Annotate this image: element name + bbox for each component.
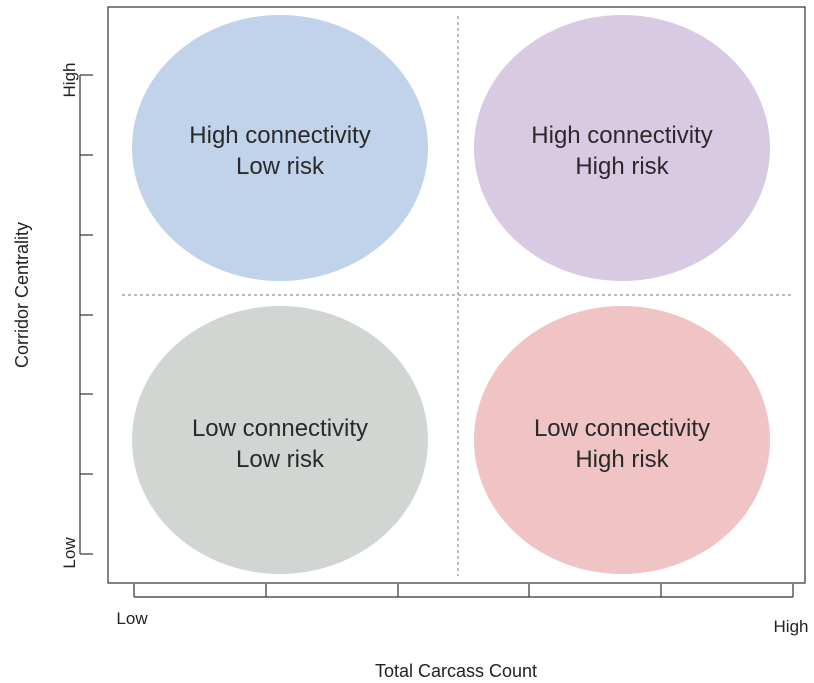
quadrant-top-left-line1: High connectivity	[189, 122, 370, 149]
quadrant-top-right-line1: High connectivity	[531, 122, 712, 149]
quadrant-top-right-ellipse	[474, 15, 770, 281]
y-axis-low-label: Low	[60, 537, 79, 569]
plot-frame	[107, 6, 806, 584]
y-axis	[79, 74, 93, 555]
y-axis-title: Corridor Centrality	[12, 222, 32, 368]
x-axis-low-label: Low	[116, 609, 148, 628]
quadrant-bottom-left-line1: Low connectivity	[192, 415, 368, 442]
x-axis	[133, 584, 794, 598]
quadrant-top-left-ellipse	[132, 15, 428, 281]
quadrant-bottom-right-line2: High risk	[575, 446, 669, 473]
quadrant-bottom-left-ellipse	[132, 306, 428, 574]
x-axis-high-label: High	[774, 617, 809, 636]
quadrant-top-right-line2: High risk	[575, 153, 669, 180]
x-axis-title: Total Carcass Count	[375, 661, 537, 681]
quadrant-bottom-right-line1: Low connectivity	[534, 415, 710, 442]
quadrant-top-left-line2: Low risk	[236, 153, 325, 180]
quadrant-bottom-left-line2: Low risk	[236, 446, 325, 473]
quadrant-bottom-right-ellipse	[474, 306, 770, 574]
y-axis-high-label: High	[60, 63, 79, 98]
